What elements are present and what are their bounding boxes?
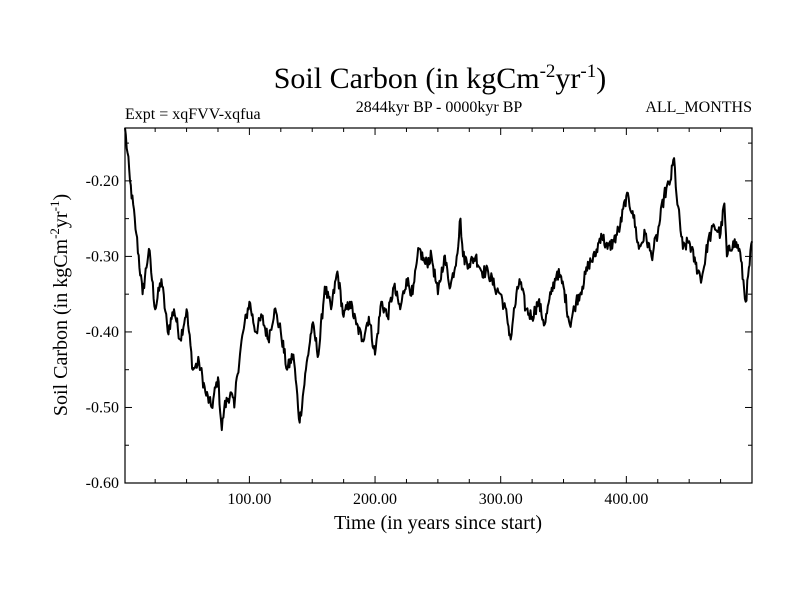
x-tick-label: 200.00 (353, 491, 397, 508)
subtitle-period: 2844kyr BP - 0000kyr BP (356, 99, 523, 116)
subtitle-experiment: Expt = xqFVV-xqfua (125, 106, 261, 123)
series-line-soil-carbon (124, 127, 753, 432)
y-axis-ticks: -0.60 -0.50 -0.40 -0.30 -0.20 (86, 142, 752, 492)
plot-frame (124, 127, 753, 484)
y-tick-label: -0.40 (86, 324, 119, 341)
y-tick-label: -0.50 (86, 399, 119, 416)
x-axis-ticks: 100.00 200.00 300.00 400.00 (154, 128, 722, 508)
x-tick-label: 400.00 (604, 491, 648, 508)
y-axis-label: Soil Carbon (in kgCm-2yr-1) (47, 194, 72, 416)
y-tick-label: -0.30 (86, 248, 119, 265)
x-tick-label: 100.00 (227, 491, 271, 508)
x-axis-label: Time (in years since start) (334, 512, 542, 534)
y-tick-label: -0.20 (86, 173, 119, 190)
x-tick-label: 300.00 (479, 491, 523, 508)
y-tick-label: -0.60 (86, 475, 119, 492)
chart-title: Soil Carbon (in kgCm-2yr-1) (274, 61, 607, 95)
subtitle-months: ALL_MONTHS (645, 99, 752, 116)
